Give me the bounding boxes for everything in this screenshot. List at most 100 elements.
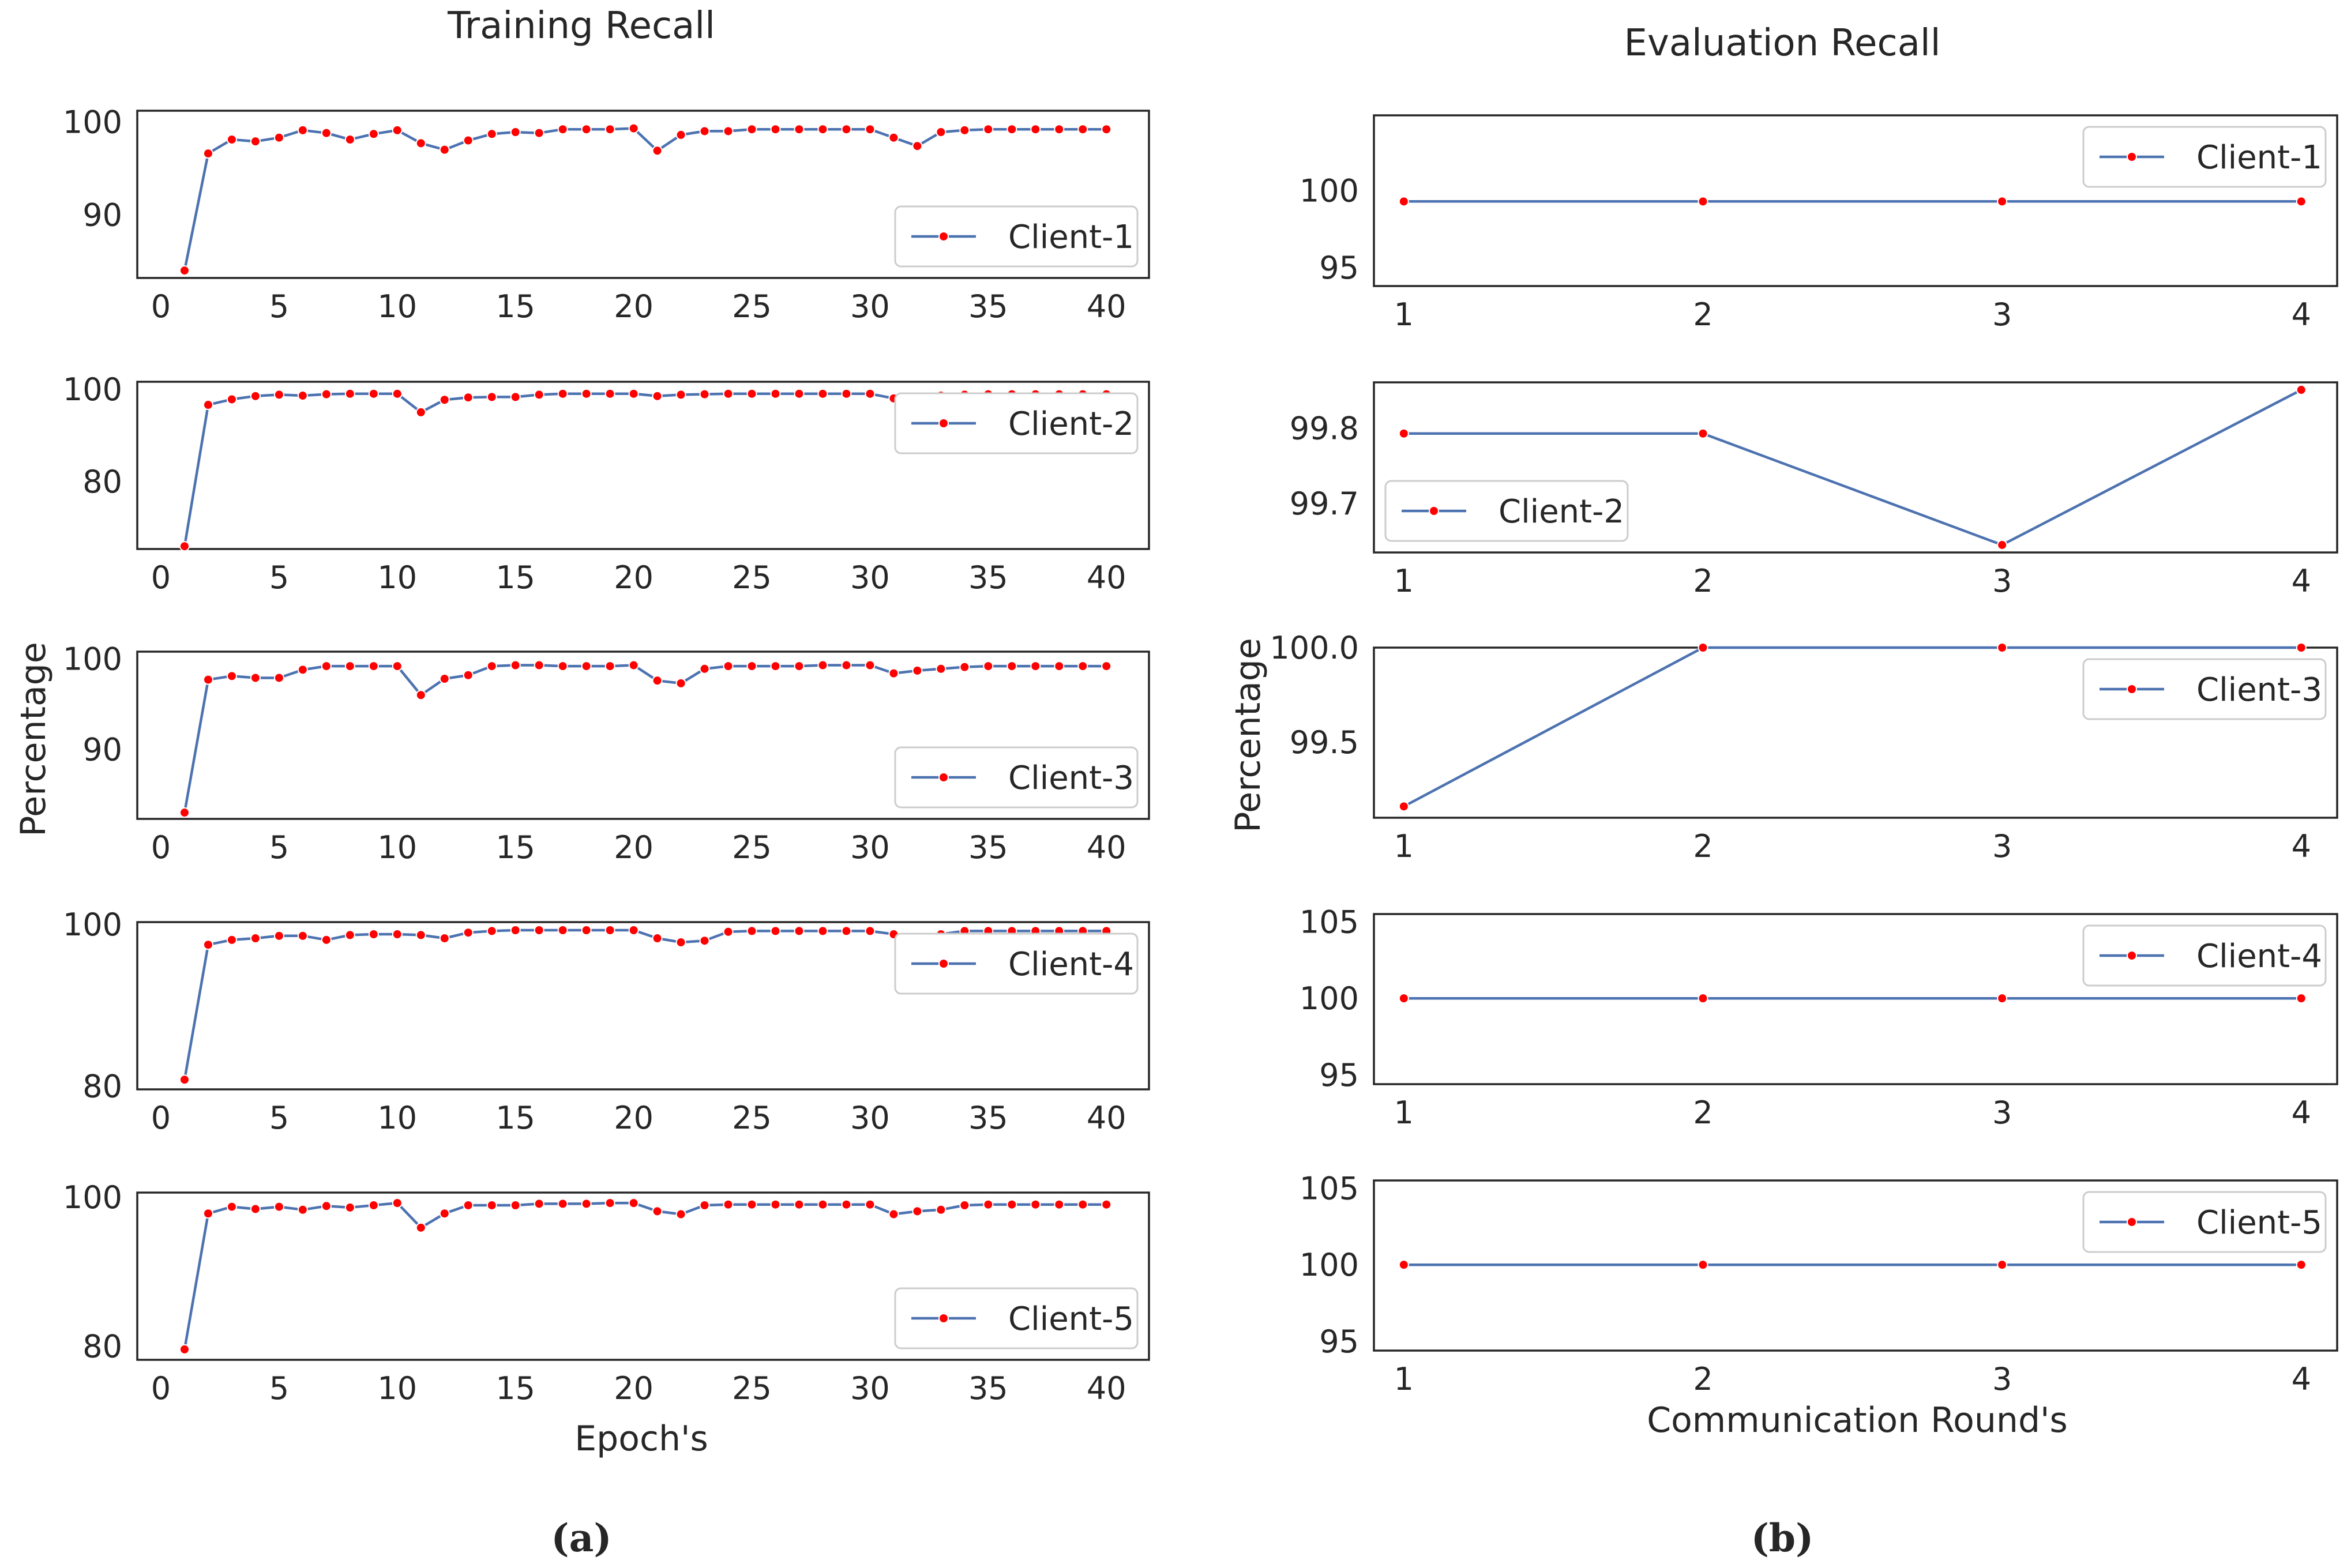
eval-client-2-data-point — [1997, 539, 2008, 550]
train-client-2-data-point — [794, 388, 805, 399]
train-client-5-data-point — [463, 1200, 474, 1211]
eval-client-2-y-tick-label: 99.7 — [1290, 486, 1359, 522]
train-client-4-data-point — [652, 933, 663, 944]
train-client-1-x-tick-label: 5 — [269, 288, 289, 325]
train-client-3-data-point — [439, 674, 450, 685]
train-client-5-data-point — [344, 1202, 355, 1213]
train-client-1-data-point — [273, 132, 284, 143]
train-client-1-data-point — [581, 124, 592, 135]
train-client-2-data-point — [273, 389, 284, 400]
train-client-1-y-tick-label: 90 — [82, 197, 122, 233]
eval-client-3-legend-marker — [2127, 684, 2137, 694]
train-client-1-data-point — [226, 134, 237, 145]
train-client-2-subplot: 0 5 10 15 20 25 30 35 40 80 100 Client-2 — [63, 371, 1150, 596]
train-client-3-x-tick-label: 10 — [377, 829, 417, 866]
train-client-5-data-point — [1007, 1199, 1017, 1210]
train-client-3-data-point — [463, 670, 474, 680]
train-client-5-data-point — [959, 1200, 970, 1211]
train-client-4-data-point — [273, 930, 284, 941]
train-client-3-legend-label: Client-3 — [1008, 759, 1134, 797]
eval-client-3-data-point — [1398, 801, 1409, 812]
train-client-5-subplot: 0 5 10 15 20 25 30 35 40 80 100 Client-5 — [63, 1179, 1150, 1407]
train-client-2-x-tick-label: 10 — [377, 559, 417, 596]
eval-client-5-data-point — [1697, 1259, 1708, 1270]
train-client-4-plot-frame — [136, 921, 1150, 1091]
eval-client-4-y-tick-label: 100 — [1300, 980, 1359, 1017]
train-client-5-series-line — [183, 1201, 1107, 1350]
train-client-5-data-point — [936, 1204, 947, 1215]
train-client-2-y-tick-label: 80 — [82, 464, 122, 500]
train-client-4-data-point — [202, 939, 213, 950]
train-client-3-data-point — [817, 660, 828, 671]
eval-client-1-subplot: 1 2 3 4 95 100 Client-1 — [1300, 114, 2338, 333]
eval-client-2-legend: Client-2 — [1384, 480, 1629, 542]
eval-client-4-data-point — [1697, 993, 1708, 1004]
train-client-2-x-tick-label: 20 — [614, 559, 654, 596]
train-client-3-data-point — [179, 807, 190, 818]
train-client-5-data-point — [865, 1199, 876, 1210]
eval-client-5-y-tick-label: 100 — [1300, 1247, 1359, 1283]
train-client-4-data-point — [534, 925, 544, 936]
train-client-2-x-tick-label: 30 — [850, 559, 890, 596]
eval-client-5-x-tick-label: 2 — [1693, 1361, 1712, 1397]
train-client-3-data-point — [675, 678, 686, 689]
train-client-3-x-tick-label: 35 — [968, 829, 1008, 866]
train-client-5-data-point — [202, 1208, 213, 1219]
train-client-4-data-point — [439, 933, 450, 944]
train-client-3-data-point — [1077, 661, 1088, 672]
eval-client-2-subplot: 1 2 3 4 99.7 99.8 Client-2 — [1290, 381, 2338, 599]
eval-client-4-y-tick-label: 95 — [1319, 1057, 1359, 1093]
train-client-3-data-point — [865, 660, 876, 671]
train-client-4-x-tick-label: 0 — [151, 1100, 171, 1136]
eval-client-5-legend-box — [2082, 1191, 2327, 1253]
eval-client-5-data-point — [1997, 1259, 2008, 1270]
train-client-4-y-tick-label: 80 — [82, 1068, 122, 1104]
evaluation-x-axis-label: Communication Round's — [1647, 1400, 2068, 1441]
train-client-5-data-point — [675, 1209, 686, 1220]
train-client-2-data-point — [202, 400, 213, 411]
eval-client-2-y-tick-label: 99.8 — [1290, 411, 1359, 447]
train-client-3-data-point — [628, 660, 639, 671]
train-client-5-data-point — [226, 1201, 237, 1212]
train-client-3-data-point — [1101, 661, 1112, 672]
train-client-4-data-point — [746, 926, 757, 937]
train-client-1-y-tick-label: 100 — [63, 104, 122, 140]
eval-client-4-x-tick-label: 4 — [2292, 1095, 2311, 1131]
train-client-3-data-point — [486, 661, 497, 672]
train-client-5-data-point — [273, 1201, 284, 1212]
eval-client-1-data-point — [1997, 196, 2008, 207]
train-client-3-data-point — [1007, 661, 1017, 672]
train-client-3-data-point — [983, 661, 994, 672]
train-client-3-x-tick-label: 5 — [269, 829, 289, 866]
eval-client-2-data-point — [1697, 428, 1708, 439]
train-client-4-x-tick-label: 15 — [495, 1100, 535, 1136]
train-client-1-data-point — [1077, 124, 1088, 135]
train-client-2-x-tick-label: 35 — [968, 559, 1008, 596]
eval-client-2-x-tick-label: 4 — [2292, 563, 2311, 599]
train-client-2-data-point — [817, 388, 828, 399]
train-client-1-data-point — [794, 124, 805, 135]
train-client-3-data-point — [557, 661, 568, 672]
train-client-3-y-tick-label: 100 — [63, 641, 122, 678]
train-client-1-data-point — [415, 138, 426, 149]
train-client-4-data-point — [817, 926, 828, 937]
train-client-5-data-point — [652, 1206, 663, 1217]
train-client-3-y-tick-label: 90 — [82, 731, 122, 768]
train-client-2-data-point — [865, 388, 876, 399]
eval-client-3-x-tick-label: 2 — [1693, 828, 1712, 864]
train-client-4-data-point — [581, 925, 592, 936]
train-client-1-data-point — [463, 135, 474, 146]
train-client-5-data-point — [746, 1199, 757, 1210]
eval-client-4-legend: Client-4 — [2082, 924, 2327, 987]
eval-client-2-legend-label: Client-2 — [1499, 493, 1624, 531]
train-client-2-data-point — [321, 389, 332, 400]
train-client-4-legend-label: Client-4 — [1008, 946, 1134, 983]
train-client-3-x-tick-label: 40 — [1087, 829, 1126, 866]
train-client-5-data-point — [534, 1198, 544, 1209]
train-client-3-data-point — [321, 661, 332, 672]
train-client-4-data-point — [675, 937, 686, 948]
train-client-2-data-point — [415, 407, 426, 418]
train-client-5-data-point — [1054, 1199, 1065, 1210]
eval-client-1-legend: Client-1 — [2082, 126, 2327, 188]
train-client-2-x-tick-label: 5 — [269, 559, 289, 596]
